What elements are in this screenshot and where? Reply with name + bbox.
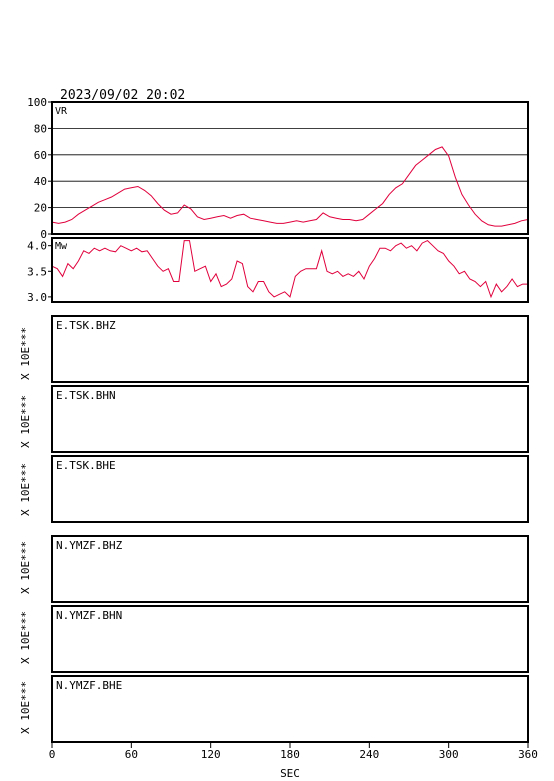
unit-label: X 10E*** — [19, 681, 32, 734]
x-axis: 0 60 120 180 240 300 360 — [49, 742, 538, 761]
vr-series-line — [51, 146, 529, 227]
y-tick-label: 20 — [34, 202, 47, 215]
y-tick-label: 3.5 — [27, 265, 47, 278]
y-tick-label: 0 — [40, 228, 47, 241]
x-tick-label: 120 — [201, 748, 221, 761]
mw-frame — [51, 237, 529, 303]
waveform-panel-6: N.YMZF.BHE X 10E*** — [19, 675, 529, 743]
datetime-label: 2023/09/02 20:02 — [60, 88, 185, 103]
y-tick-label: 4.0 — [27, 240, 47, 253]
mw-panel: 3.0 3.5 4.0 Mw — [27, 237, 529, 304]
unit-label: X 10E*** — [19, 395, 32, 448]
trace-label: E.TSK.BHN — [56, 389, 116, 402]
x-tick-label: 360 — [518, 748, 538, 761]
y-tick-label: 3.0 — [27, 291, 47, 304]
y-tick-label: 60 — [34, 149, 47, 162]
y-tick-label: 40 — [34, 175, 47, 188]
mw-y-ticks: 3.0 3.5 4.0 — [27, 240, 52, 304]
trace-label: N.YMZF.BHZ — [56, 539, 123, 552]
trace-label: N.YMZF.BHE — [56, 679, 122, 692]
waveform-panel-4: N.YMZF.BHZ X 10E*** — [19, 535, 529, 603]
waveform-panel-3: E.TSK.BHE X 10E*** — [19, 455, 529, 523]
waveform-frame — [51, 315, 529, 383]
vr-label: VR — [55, 106, 68, 117]
trace-label: E.TSK.BHE — [56, 459, 116, 472]
vr-panel: 0 20 40 60 80 100 VR — [27, 96, 529, 241]
x-tick-label: 0 — [49, 748, 56, 761]
waveform-frame — [51, 675, 529, 743]
unit-label: X 10E*** — [19, 541, 32, 594]
unit-label: X 10E*** — [19, 611, 32, 664]
waveform-panel-5: N.YMZF.BHN X 10E*** — [19, 605, 529, 673]
y-tick-label: 100 — [27, 96, 47, 109]
x-tick-label: 180 — [280, 748, 300, 761]
mw-series-line — [51, 240, 528, 299]
mw-label: Mw — [55, 241, 68, 252]
x-tick-label: 300 — [439, 748, 459, 761]
waveform-panel-1: E.TSK.BHZ X 10E*** — [19, 315, 529, 383]
x-axis-title: SEC — [280, 767, 300, 780]
vr-frame — [51, 101, 529, 235]
waveform-frame — [51, 455, 529, 523]
x-tick-label: 60 — [125, 748, 138, 761]
waveform-frame — [51, 385, 529, 453]
trace-label: N.YMZF.BHN — [56, 609, 122, 622]
vr-gridlines — [52, 127, 528, 209]
waveform-panel-2: E.TSK.BHN X 10E*** — [19, 385, 529, 453]
unit-label: X 10E*** — [19, 463, 32, 516]
waveform-frame — [51, 605, 529, 673]
trace-label: E.TSK.BHZ — [56, 319, 116, 332]
waveform-frame — [51, 535, 529, 603]
unit-label: X 10E*** — [19, 327, 32, 380]
vr-y-ticks: 0 20 40 60 80 100 — [27, 96, 52, 241]
y-tick-label: 80 — [34, 122, 47, 135]
x-tick-label: 240 — [359, 748, 379, 761]
